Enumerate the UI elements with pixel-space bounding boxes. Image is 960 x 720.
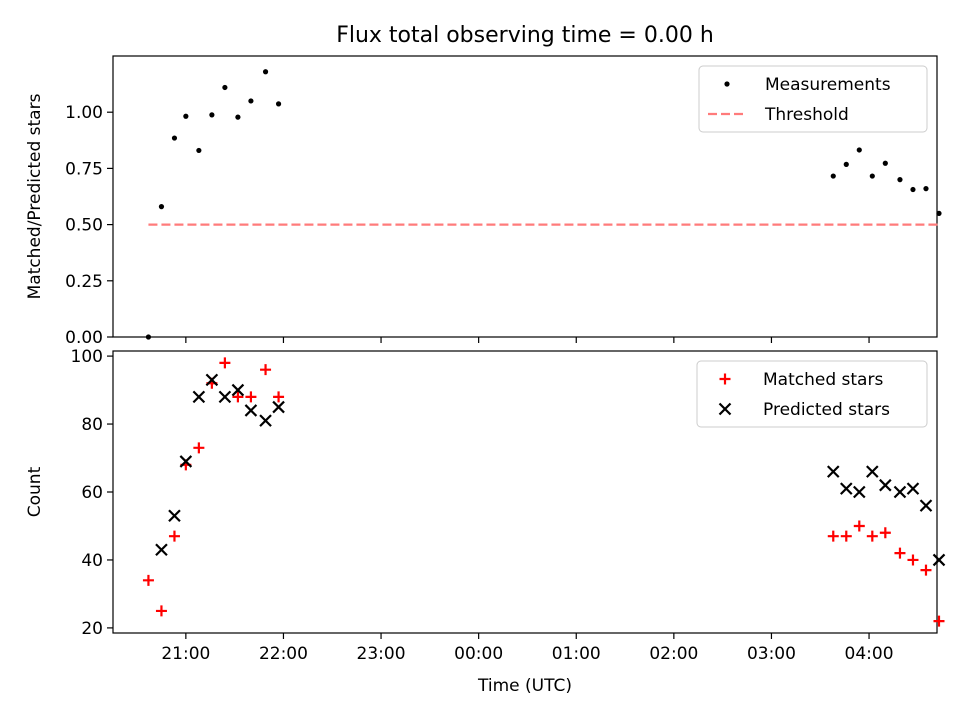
data-point: [196, 147, 202, 154]
legend-label: Predicted stars: [763, 400, 890, 420]
data-point: [923, 186, 929, 192]
x-tick-label: 03:00: [747, 644, 796, 664]
data-point: [866, 530, 878, 542]
data-point: [879, 527, 891, 539]
data-point: [893, 485, 907, 499]
data-point: [219, 357, 231, 369]
axes-frame: [112, 55, 938, 338]
data-point: [155, 605, 167, 617]
data-point: [897, 177, 903, 183]
y-axis-label: Matched/Predicted stars: [25, 93, 45, 299]
data-point: [231, 383, 245, 397]
data-point: [910, 186, 916, 193]
data-point: [260, 364, 272, 376]
data-point: [222, 84, 228, 91]
x-tick-label: 00:00: [454, 644, 503, 664]
data-point: [879, 478, 892, 492]
data-point: [843, 161, 849, 167]
data-point: [145, 334, 152, 340]
x-tick-label: 23:00: [357, 644, 406, 664]
x-tick-label: 21:00: [161, 644, 210, 664]
data-point: [920, 564, 932, 576]
figure-title: Flux total observing time = 0.00 h: [336, 23, 714, 48]
series-predicted-stars: [155, 373, 946, 567]
data-point: [142, 574, 154, 586]
data-point: [179, 455, 193, 468]
data-point: [273, 391, 285, 403]
data-point: [869, 173, 875, 179]
data-point: [853, 520, 865, 532]
legend: Measurements Threshold: [698, 65, 928, 133]
data-point: [826, 465, 840, 478]
x-tick-label: 22:00: [259, 644, 308, 664]
y-tick-label: 100: [71, 347, 103, 367]
data-point: [262, 69, 269, 75]
data-point: [168, 530, 180, 542]
data-point: [244, 404, 258, 417]
data-point: [193, 442, 205, 454]
data-point: [171, 135, 178, 141]
legend-marker: [724, 81, 730, 87]
data-point: [155, 543, 168, 557]
data-point: [205, 373, 219, 387]
y-tick-label: 1.00: [65, 103, 103, 123]
data-point: [907, 554, 919, 566]
data-point: [932, 553, 946, 567]
y-tick-label: 20: [81, 619, 103, 639]
data-point: [168, 509, 181, 523]
data-point: [853, 485, 866, 499]
data-point: [906, 482, 920, 495]
legend: Matched stars Predicted stars: [696, 360, 928, 428]
data-point: [936, 210, 942, 216]
data-point: [272, 400, 285, 414]
data-point: [827, 530, 839, 542]
data-point: [192, 390, 206, 404]
x-axis-label: Time (UTC): [477, 676, 572, 696]
data-point: [209, 112, 215, 118]
data-point: [882, 160, 888, 166]
data-point: [245, 391, 257, 403]
data-point: [275, 101, 282, 107]
legend-label: Threshold: [764, 105, 849, 125]
data-point: [183, 113, 189, 119]
data-point: [218, 390, 232, 404]
data-point: [248, 98, 254, 104]
legend-box: [698, 65, 928, 133]
legend-label: Matched stars: [763, 370, 883, 390]
data-point: [235, 114, 241, 120]
data-point: [839, 482, 853, 495]
series-measurements: [145, 69, 942, 340]
data-point: [232, 391, 244, 403]
y-tick-label: 0.50: [65, 216, 103, 236]
y-tick-label: 80: [81, 415, 103, 435]
data-point: [259, 414, 272, 427]
data-point: [856, 147, 862, 153]
y-axis-label: Count: [25, 466, 45, 517]
y-tick-label: 0.75: [65, 159, 103, 179]
x-tick-label: 01:00: [552, 644, 601, 664]
series-matched-stars: [142, 357, 945, 627]
data-point: [830, 173, 836, 179]
y-tick-label: 0.25: [65, 272, 103, 292]
x-tick-label: 02:00: [649, 644, 698, 664]
x-tick-label: 04:00: [845, 644, 894, 664]
y-tick-label: 0.00: [65, 328, 103, 348]
data-point: [158, 204, 165, 210]
data-point: [894, 547, 906, 559]
data-point: [919, 499, 933, 512]
legend-marker: [719, 373, 731, 385]
y-tick-label: 40: [81, 551, 103, 571]
data-point: [840, 530, 852, 542]
y-tick-label: 60: [81, 483, 103, 503]
ratio-panel: 0.00 0.25 0.50 0.75 1.00 Matched/Predicted st…: [25, 55, 942, 348]
data-point: [866, 465, 879, 478]
data-point: [933, 615, 945, 627]
legend-label: Measurements: [765, 75, 891, 95]
legend-box: [696, 360, 928, 428]
legend-marker: [718, 402, 732, 416]
count-panel: 20 40 60 80 100 21:00 22:00 23:00 00:00 01:00 02:0…: [25, 347, 946, 696]
